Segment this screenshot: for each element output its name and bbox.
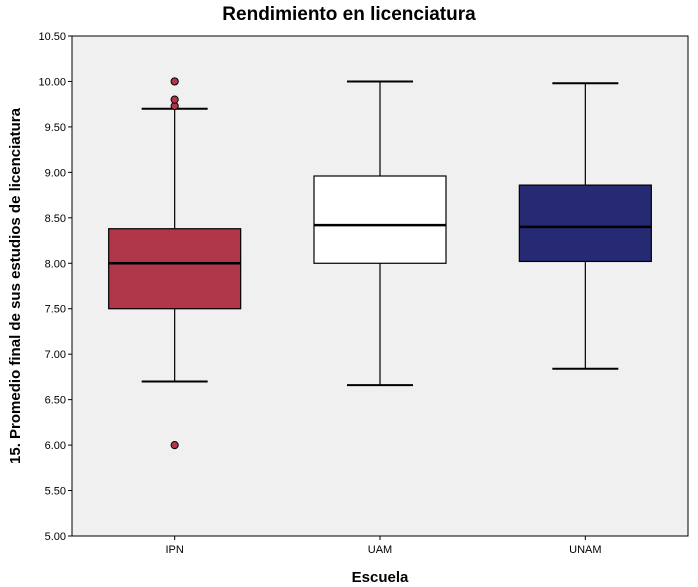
- x-tick-label: UAM: [368, 544, 392, 556]
- iqr-box: [108, 228, 242, 310]
- y-axis-title: 15. Promedio final de sus estudios de li…: [7, 107, 24, 464]
- x-tick-label: UNAM: [569, 544, 601, 556]
- y-tick-label: 8.50: [45, 213, 66, 225]
- box-unam: [518, 82, 652, 370]
- box-uam: [313, 80, 447, 387]
- y-tick-label: 10.00: [38, 76, 66, 88]
- iqr-box: [518, 184, 652, 263]
- y-tick-label: 10.50: [38, 31, 66, 43]
- y-tick-label: 6.50: [45, 395, 66, 407]
- y-tick-label: 7.50: [45, 304, 66, 316]
- outlier-point: [170, 440, 179, 450]
- x-tick-label: IPN: [165, 544, 183, 556]
- box-ipn: [108, 77, 242, 450]
- y-tick-label: 6.00: [45, 440, 66, 452]
- iqr-box: [313, 175, 447, 264]
- x-axis-title: Escuela: [352, 569, 409, 586]
- y-tick-label: 9.50: [45, 122, 66, 134]
- outlier-point: [170, 95, 179, 104]
- boxes-group: [108, 77, 652, 450]
- y-tick-label: 7.00: [45, 349, 66, 361]
- y-axis: 5.00 5.50 6.00 6.50 7.00 7.50 8.00 8.50 9.00 9.50…: [38, 31, 72, 543]
- y-tick-label: 9.00: [45, 167, 66, 179]
- y-tick-label: 5.00: [45, 531, 66, 543]
- chart-title: Rendimiento en licenciatura: [222, 4, 476, 25]
- y-tick-label: 8.00: [45, 258, 66, 270]
- outlier-point: [170, 77, 179, 86]
- x-axis: IPN UAM UNAM: [165, 536, 602, 556]
- y-tick-label: 5.50: [45, 486, 66, 498]
